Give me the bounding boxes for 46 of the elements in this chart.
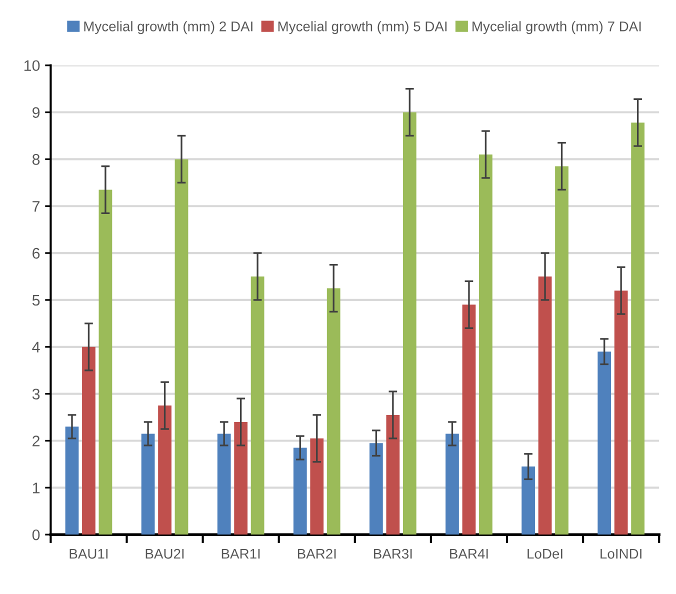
y-tick-label: 3 (32, 388, 40, 400)
bar (598, 352, 612, 535)
bar (614, 290, 628, 535)
bar (293, 448, 307, 535)
x-tick-label: BAU2I (146, 548, 184, 559)
bar (65, 426, 79, 535)
bar (82, 346, 96, 535)
legend-label: Mycelial growth (mm) 7 DAI (472, 21, 641, 34)
bar (522, 466, 535, 535)
y-tick-label: 1 (32, 482, 40, 494)
bar (462, 304, 476, 535)
x-tick-label: LoINDI (600, 549, 642, 559)
x-tick-label: BAR2I (298, 548, 336, 559)
bar (174, 159, 188, 535)
x-tick-label: BAU1I (70, 549, 108, 559)
legend-label: Mycelial growth (mm) 5 DAI (278, 21, 447, 34)
bar (310, 438, 324, 535)
bar (555, 166, 568, 535)
bar (386, 414, 400, 535)
bar (370, 443, 383, 535)
x-tick-label: BAR4I (450, 549, 488, 559)
y-tick-label: 8 (32, 154, 40, 165)
y-tick-label: 2 (32, 436, 40, 446)
x-tick-label: LoDeI (528, 549, 562, 559)
bar (250, 276, 264, 535)
legend-label: Mycelial growth (mm) 2 DAI (84, 21, 252, 34)
bar (538, 276, 552, 535)
y-tick-label: 9 (32, 107, 40, 118)
y-tick-label: 5 (32, 294, 40, 306)
bar (98, 190, 112, 535)
x-tick-label: BAR3I (374, 548, 412, 559)
x-tick-label: BAR1I (222, 549, 260, 559)
y-tick-label: 4 (32, 342, 40, 352)
bar (446, 434, 459, 535)
y-tick-label: 0 (32, 529, 40, 540)
bar (158, 406, 172, 535)
bar (402, 112, 416, 535)
y-tick-label: 10 (24, 60, 40, 72)
bar (479, 154, 492, 535)
bar (217, 434, 231, 535)
bar (234, 422, 248, 535)
y-tick-label: 7 (32, 201, 40, 212)
bar (631, 122, 644, 535)
bar (141, 434, 155, 535)
y-tick-label: 6 (32, 248, 40, 259)
bar (326, 288, 340, 535)
